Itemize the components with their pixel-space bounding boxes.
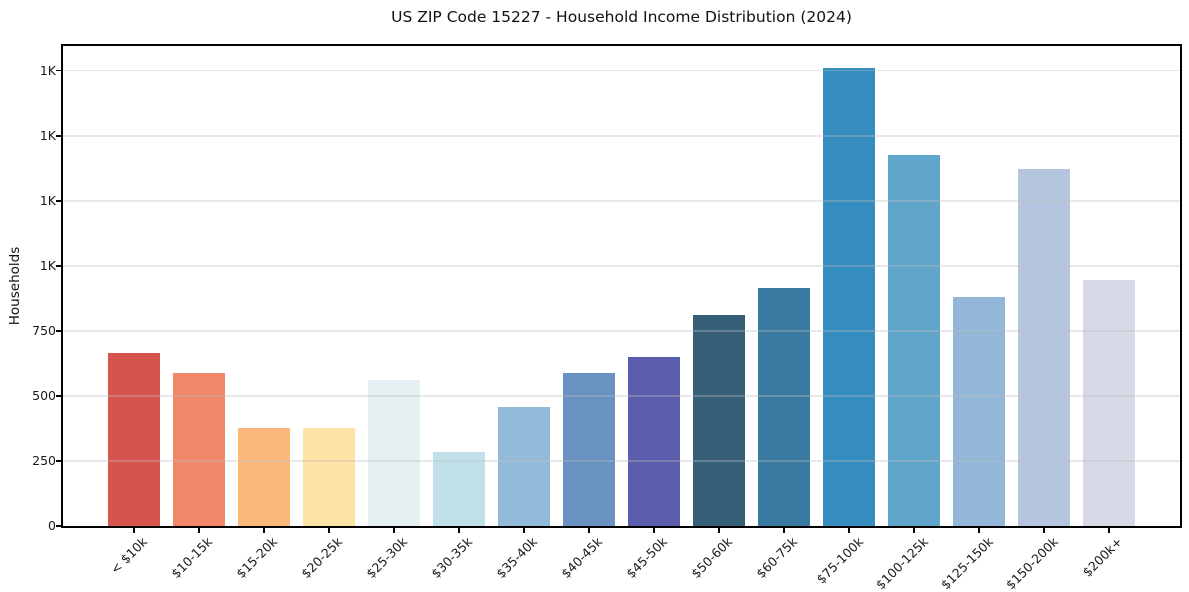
x-tick-mark xyxy=(263,528,265,533)
y-tick-mark xyxy=(56,525,61,527)
gridline xyxy=(63,70,1180,72)
y-tick-mark xyxy=(56,265,61,267)
income-bar xyxy=(1083,280,1135,526)
x-tick-mark xyxy=(1108,528,1110,533)
income-bar xyxy=(303,427,355,526)
x-tick-label: $20-25k xyxy=(298,534,346,582)
x-tick-label: $200k+ xyxy=(1079,534,1126,580)
income-bar xyxy=(823,68,875,526)
income-bar xyxy=(953,297,1005,526)
x-tick-mark xyxy=(913,528,915,533)
income-bar xyxy=(238,427,290,526)
x-tick-label: $45-50k xyxy=(623,534,671,582)
y-tick-label: 1K xyxy=(39,62,56,78)
y-tick-label: 250 xyxy=(32,452,56,468)
y-tick-label: 500 xyxy=(32,387,56,403)
x-tick-label: $100-125k xyxy=(872,534,931,592)
x-tick-mark xyxy=(458,528,460,533)
x-tick-mark xyxy=(978,528,980,533)
x-tick-mark xyxy=(198,528,200,533)
x-tick-mark xyxy=(718,528,720,533)
plot-area xyxy=(63,46,1180,526)
income-bar xyxy=(1018,169,1070,526)
x-tick-label: $25-30k xyxy=(363,534,411,582)
y-tick-label: 1K xyxy=(39,192,56,208)
x-tick-mark xyxy=(848,528,850,533)
x-tick-mark xyxy=(783,528,785,533)
income-bar xyxy=(433,452,485,526)
x-tick-mark xyxy=(653,528,655,533)
x-tick-label: $60-75k xyxy=(753,534,801,582)
x-tick-label: $125-150k xyxy=(937,534,996,592)
income-bar xyxy=(173,372,225,526)
y-tick-mark xyxy=(56,330,61,332)
gridline xyxy=(63,395,1180,397)
x-tick-mark xyxy=(1043,528,1045,533)
y-tick-mark xyxy=(56,460,61,462)
y-tick-label: 0 xyxy=(48,518,56,533)
x-tick-mark xyxy=(523,528,525,533)
x-tick-mark xyxy=(133,528,135,533)
y-tick-label: 1K xyxy=(39,257,56,273)
x-tick-label: < $10k xyxy=(107,534,151,577)
income-bar xyxy=(108,353,160,526)
income-bar xyxy=(368,379,420,526)
income-bar xyxy=(758,288,810,526)
x-tick-label: $40-45k xyxy=(558,534,606,582)
chart-title: US ZIP Code 15227 - Household Income Dis… xyxy=(391,8,852,26)
x-tick-label: $150-200k xyxy=(1002,534,1061,592)
gridline xyxy=(63,460,1180,462)
y-tick-label: 750 xyxy=(32,322,56,338)
y-tick-label: 1K xyxy=(39,127,56,143)
x-tick-label: $15-20k xyxy=(233,534,281,582)
x-tick-label: $10-15k xyxy=(168,534,216,582)
income-bar xyxy=(563,372,615,526)
y-tick-mark xyxy=(56,200,61,202)
x-tick-label: $30-35k xyxy=(428,534,476,582)
x-tick-mark xyxy=(393,528,395,533)
income-bar xyxy=(888,155,940,526)
income-bar xyxy=(693,314,745,526)
x-tick-mark xyxy=(328,528,330,533)
y-tick-mark xyxy=(56,135,61,137)
gridline xyxy=(63,200,1180,202)
x-tick-label: $50-60k xyxy=(688,534,736,582)
y-tick-mark xyxy=(56,69,61,72)
income-bar xyxy=(498,407,550,526)
x-tick-mark xyxy=(588,528,590,533)
income-bar xyxy=(628,356,680,526)
gridline xyxy=(63,135,1180,137)
gridline xyxy=(63,330,1180,332)
x-tick-label: $35-40k xyxy=(493,534,541,582)
gridline xyxy=(63,265,1180,267)
y-tick-mark xyxy=(56,395,61,397)
x-tick-label: $75-100k xyxy=(812,534,866,587)
